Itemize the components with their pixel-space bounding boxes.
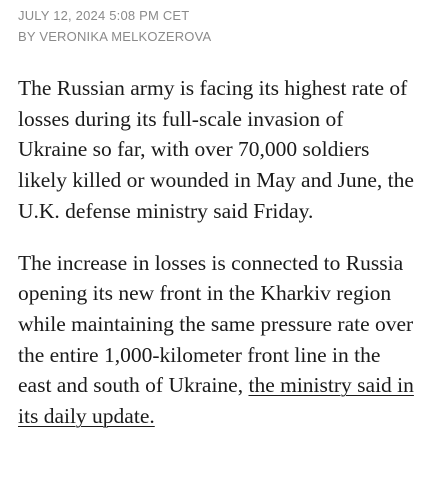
article-content: JULY 12, 2024 5:08 PM CET BY VERONIKA ME… [18,6,416,432]
article-dateline: JULY 12, 2024 5:08 PM CET [18,8,190,23]
article-byline: BY VERONIKA MELKOZEROVA [18,29,212,44]
article-paragraph-2: The increase in losses is connected to R… [18,248,416,432]
ministry-update-link[interactable]: the ministry said in its daily update. [18,373,414,429]
article-paragraph-1: The Russian army is facing its highest r… [18,76,414,223]
article-paragraph-2-text: The increase in losses is connected to R… [18,250,414,398]
